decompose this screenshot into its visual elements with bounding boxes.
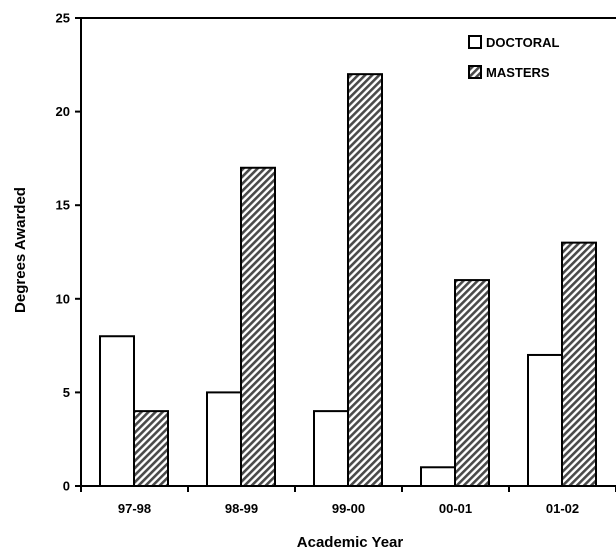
ticks-layer: 0 5 10 15 20 25 97-98 98-99 99-00 00-01 01-02 bbox=[56, 11, 616, 516]
x-tick-label-01-02: 01-02 bbox=[546, 501, 579, 516]
y-tick-label-15: 15 bbox=[56, 198, 70, 213]
bar-masters-97-98 bbox=[133, 410, 169, 487]
bar-doctoral-01-02 bbox=[527, 353, 563, 487]
legend-label-doctoral: DOCTORAL bbox=[486, 35, 559, 50]
bar-masters-98-99 bbox=[240, 166, 276, 487]
y-tick-label-20: 20 bbox=[56, 104, 70, 119]
y-axis-title: Degrees Awarded bbox=[12, 187, 29, 313]
x-tick-label-99-00: 99-00 bbox=[332, 501, 365, 516]
bar-masters-00-01 bbox=[454, 279, 490, 487]
x-axis-title: Academic Year bbox=[297, 534, 404, 551]
bar-doctoral-98-99 bbox=[206, 391, 242, 487]
y-tick-label-25: 25 bbox=[56, 11, 70, 26]
y-tick-label-0: 0 bbox=[63, 479, 70, 494]
x-tick-label-00-01: 00-01 bbox=[439, 501, 472, 516]
x-tick-label-97-98: 97-98 bbox=[118, 501, 151, 516]
legend-swatch-masters bbox=[468, 65, 482, 79]
bar-masters-99-00 bbox=[347, 73, 383, 487]
bar-doctoral-00-01 bbox=[420, 466, 456, 487]
legend-swatch-doctoral bbox=[468, 35, 482, 49]
x-tick-label-98-99: 98-99 bbox=[225, 501, 258, 516]
y-tick-label-10: 10 bbox=[56, 291, 70, 306]
bars-layer bbox=[99, 73, 597, 487]
legend-label-masters: MASTERS bbox=[486, 65, 550, 80]
bar-doctoral-97-98 bbox=[99, 335, 135, 487]
legend: DOCTORAL MASTERS bbox=[468, 35, 559, 80]
bar-masters-01-02 bbox=[561, 241, 597, 487]
bar-doctoral-99-00 bbox=[313, 410, 349, 487]
y-tick-label-5: 5 bbox=[63, 385, 70, 400]
